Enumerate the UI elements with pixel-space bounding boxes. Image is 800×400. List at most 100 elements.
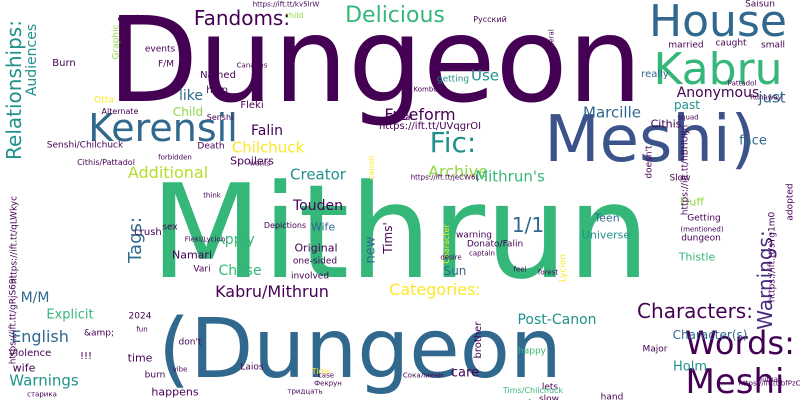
word: Tims' [381,222,395,254]
word: Use [470,66,500,85]
word: https://ift.tt/gRjS69I [8,275,19,365]
word: Violence [8,348,52,359]
word: Thistle [678,250,716,264]
word: Fleki [240,100,264,111]
word: Child [172,105,204,119]
word: Chilchuck [231,138,305,157]
word: brother [473,321,484,359]
word: Archive [428,162,488,181]
word: старика [27,390,57,399]
word: https://ift.tt/UVqgrOI [378,121,482,132]
word: тридцать [287,387,323,396]
word: Tags: [125,217,146,263]
word: Marcille [583,103,641,122]
word: events [144,44,176,55]
word: face [739,133,767,149]
word: small [761,40,785,51]
word: vibe [172,365,188,374]
word: lets [541,382,559,393]
word: General [547,29,556,57]
word: Anonymous [676,85,760,101]
word: Getting [687,213,721,224]
word: captain [469,249,495,258]
word: wife [12,361,36,375]
word: Laios [240,362,264,373]
word: Creator [290,165,346,184]
word: happens [151,385,199,399]
word: Tims/Chilchuck [502,386,564,395]
word: feel [513,265,527,274]
word: one-sided [292,256,338,267]
word: sex [162,222,178,233]
word: M/M [20,290,50,306]
word: Original [294,241,338,255]
word: Named [200,70,236,81]
word: Kombor [413,85,441,94]
word: Post-Canon [517,312,597,328]
word: getting [436,74,470,85]
word: Freeform [384,105,456,124]
word: married [668,40,704,51]
word: burn [144,370,166,381]
word: Death [197,141,225,152]
word: canon [367,155,376,181]
word: 1/1 [511,213,545,237]
word: squad [677,113,699,122]
word: Spoilers [230,154,274,168]
word: Alternate [101,107,139,116]
word: Mithrun [150,156,650,308]
word: Falin [251,123,283,139]
word: Donato/Falin [466,239,524,250]
word: Fleki/Lycion [184,235,226,244]
word: Delicious [345,3,445,28]
word: https://ift.tt/sYg1m0 [767,211,778,303]
word: Dungeon [107,0,643,129]
word: Kabru/Mithrun [215,282,329,301]
word: 2024 [128,311,152,322]
word: Audiences [24,23,40,97]
word: Apply [215,232,255,248]
word: https://ift.tt/qLWkyc [9,195,20,285]
word: past [674,98,700,112]
word: Senshi/Chilchuck [46,140,124,151]
word: like [178,88,204,104]
word: Universe [581,228,631,242]
word: Kabru [653,44,783,95]
word: care [450,365,480,381]
word: Lycion [558,253,569,283]
word: Teen [594,211,620,225]
word: Chapters: [510,398,627,400]
word: help [206,85,228,96]
word: Namari [171,248,213,262]
word: Mutual [756,375,780,384]
word: think [203,191,221,200]
word: don't [178,337,202,348]
word: !!! [79,351,93,362]
word: warning [455,230,493,241]
word: Fandoms: [193,6,291,30]
word: fun [136,325,148,334]
word: Major [642,344,668,355]
word: Meshi [685,362,785,400]
word: House [649,0,787,47]
word: Chose [218,263,262,279]
word: really [641,69,669,80]
word: Sun [443,264,467,278]
word: Kerensil [88,106,238,150]
word: Vari [193,264,211,275]
word: English [11,327,69,346]
word: Фекрун [314,379,342,388]
word: wants [249,159,271,168]
word: (Dungeon [158,302,562,397]
word: Tims [311,367,331,376]
word: caught [715,38,747,49]
word: https://ift.tt/bfPzCjW [738,379,800,388]
word: Graphic [111,24,122,60]
word: Senshi [206,113,234,122]
word: https://ift.tt/hBHUIJn [680,124,691,216]
word: Meshi) [544,103,756,177]
word: dungeon [681,233,721,244]
word: adopted [785,183,796,221]
word: Character(s) [672,328,748,342]
